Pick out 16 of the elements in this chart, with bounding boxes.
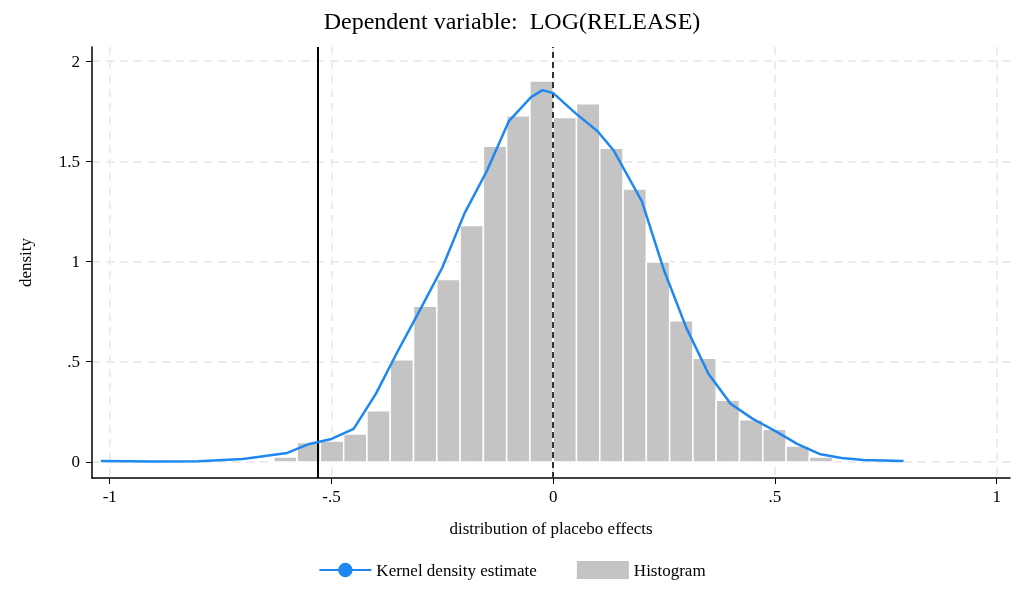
y-tick-label: 1.5: [58, 151, 80, 171]
x-tick-label: 1: [992, 487, 1001, 506]
y-tick-label: 1: [71, 252, 80, 271]
y-axis-title: density: [16, 237, 35, 288]
legend-label: Histogram: [633, 560, 706, 580]
chart-title: Dependent variable: LOG(RELEASE): [323, 8, 701, 34]
legend-label: Kernel density estimate: [376, 560, 537, 580]
x-tick-label: -.5: [322, 487, 341, 506]
x-tick-label: .5: [768, 487, 782, 506]
y-tick-label: 0: [71, 452, 80, 472]
x-tick-label: -1: [102, 487, 117, 506]
x-tick-label: 0: [548, 487, 558, 506]
y-tick-label: .5: [67, 352, 80, 372]
line-series: [99, 88, 905, 463]
x-axis-title: distribution of placebo effects: [449, 519, 653, 538]
y-tick-label: 2: [71, 51, 80, 71]
